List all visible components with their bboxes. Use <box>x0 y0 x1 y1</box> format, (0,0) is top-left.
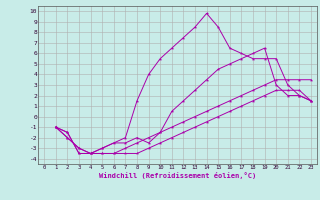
X-axis label: Windchill (Refroidissement éolien,°C): Windchill (Refroidissement éolien,°C) <box>99 172 256 179</box>
